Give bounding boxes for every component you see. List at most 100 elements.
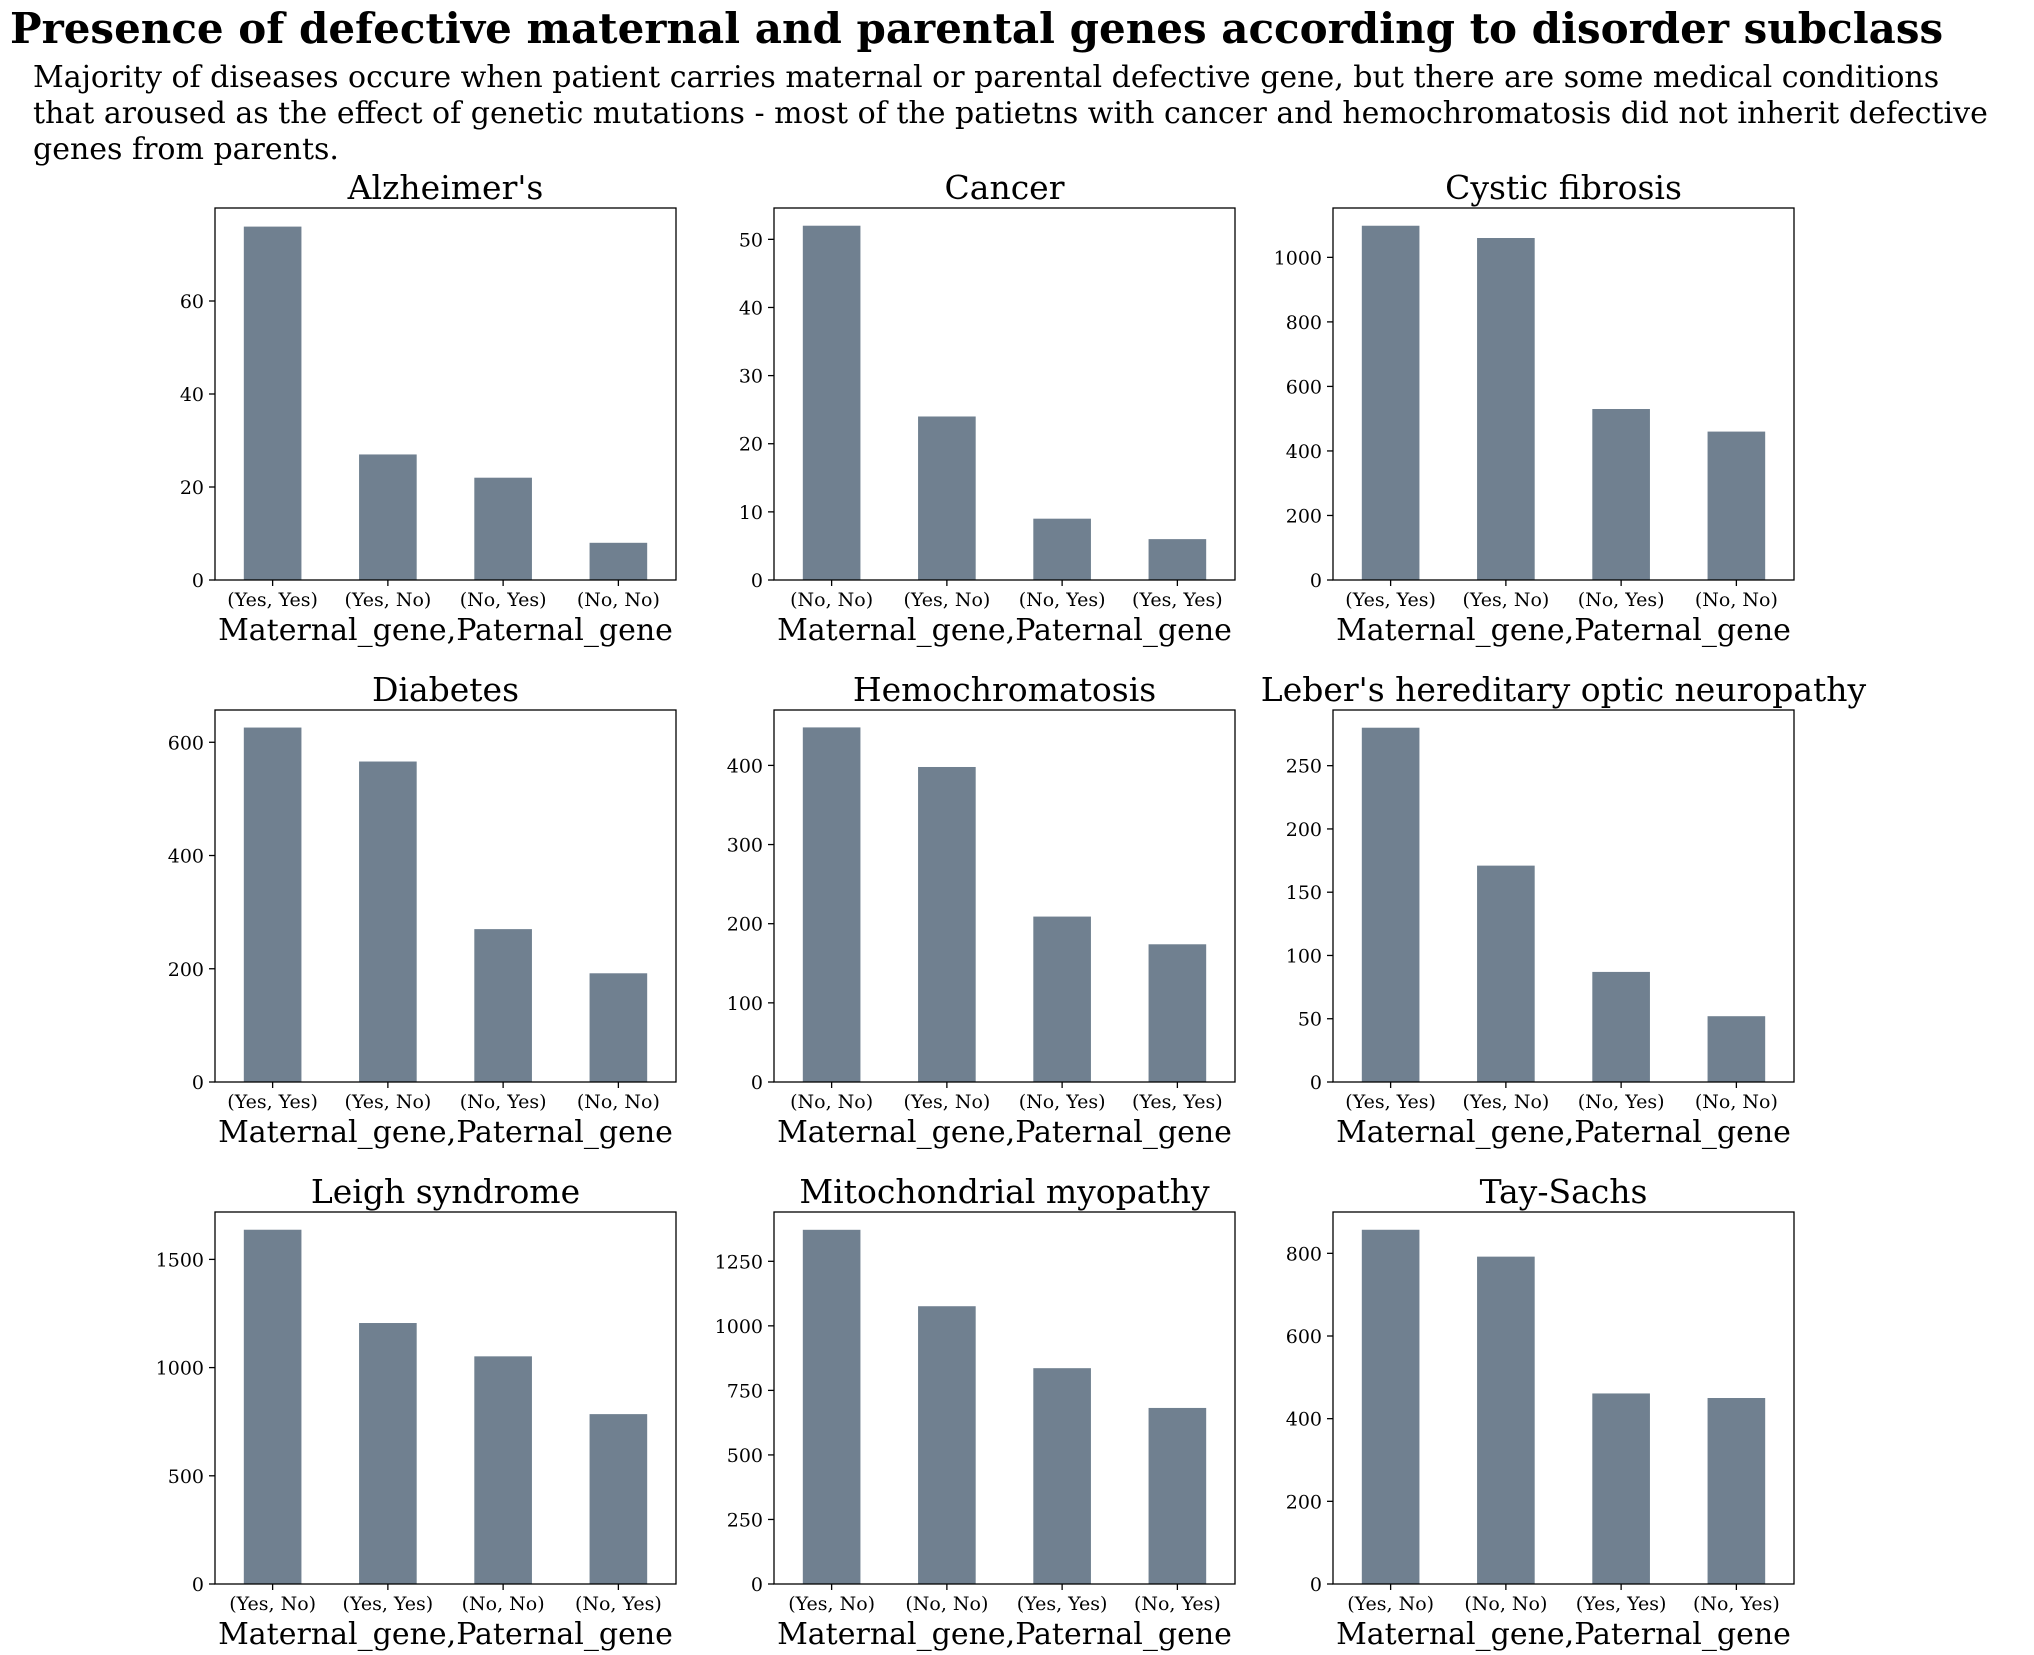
bar (359, 761, 417, 1082)
plot-frame (1332, 709, 1795, 1083)
y-tick-label: 400 (168, 846, 204, 868)
x-tick-label: (No, Yes) (1019, 589, 1106, 611)
y-tick-label: 600 (168, 732, 204, 754)
x-tick-label: (Yes, No) (1462, 589, 1549, 611)
bar (802, 727, 861, 1082)
x-tick-label: (Yes, Yes) (227, 589, 318, 611)
subplot: (Yes, No) (Yes, Yes) (No, No) (No, Yes) 0 500… (156, 1172, 677, 1652)
y-tick-label: 100 (1286, 945, 1322, 967)
plot-frame (773, 207, 1236, 581)
x-tick-label: (No, No) (462, 1593, 545, 1615)
y-tick-label: 800 (1286, 1243, 1322, 1265)
x-tick-label: (No, Yes) (1578, 1091, 1665, 1113)
subplot: (No, No) (Yes, No) (No, Yes) (Yes, Yes) 0 100… (727, 670, 1236, 1150)
x-tick-label: (No, Yes) (1134, 1593, 1221, 1615)
bar (1707, 1016, 1766, 1082)
y-tick-label: 20 (180, 477, 204, 499)
y-tick-label: 200 (1286, 819, 1322, 841)
bar (1592, 409, 1650, 580)
x-axis-label: Maternal_gene,Paternal_gene (777, 613, 1232, 648)
subtitle-line: Majority of diseases occure when patient… (33, 60, 1940, 95)
y-tick-label: 60 (180, 291, 204, 313)
x-tick-label: (No, Yes) (575, 1593, 662, 1615)
bar (589, 1414, 648, 1584)
y-tick-label: 0 (751, 1574, 763, 1596)
bar (1592, 1393, 1650, 1584)
bar (243, 1229, 302, 1584)
subplot-title: Hemochromatosis (853, 670, 1156, 709)
bar (1477, 1256, 1535, 1584)
x-axis-label: Maternal_gene,Paternal_gene (1336, 613, 1791, 648)
bar (1477, 865, 1535, 1082)
y-tick-label: 250 (727, 1509, 763, 1531)
bar (918, 416, 976, 580)
x-tick-label: (No, No) (1464, 1593, 1547, 1615)
y-tick-label: 300 (727, 835, 763, 857)
y-tick-label: 0 (1310, 570, 1322, 592)
y-tick-label: 40 (739, 297, 763, 319)
bar (243, 226, 302, 580)
x-axis-label: Maternal_gene,Paternal_gene (218, 613, 673, 648)
y-tick-label: 0 (192, 570, 204, 592)
y-tick-label: 400 (1286, 1409, 1322, 1431)
bar (802, 1229, 861, 1584)
x-tick-label: (No, No) (1695, 1091, 1778, 1113)
x-tick-label: (Yes, No) (229, 1593, 316, 1615)
y-tick-label: 50 (739, 229, 763, 251)
x-tick-label: (No, No) (577, 589, 660, 611)
bar (474, 477, 532, 580)
x-tick-label: (Yes, Yes) (1576, 1593, 1667, 1615)
subplot: (Yes, No) (No, No) (Yes, Yes) (No, Yes) 0 200… (1286, 1172, 1795, 1652)
y-tick-label: 600 (1286, 1326, 1322, 1348)
bar (474, 929, 532, 1082)
y-tick-label: 200 (727, 914, 763, 936)
bar (1477, 238, 1535, 581)
bar (802, 225, 861, 580)
y-tick-label: 1000 (1274, 247, 1322, 269)
x-tick-label: (Yes, No) (344, 589, 431, 611)
x-tick-label: (No, No) (905, 1593, 988, 1615)
y-tick-label: 0 (192, 1574, 204, 1596)
y-tick-label: 1500 (156, 1249, 204, 1271)
x-tick-label: (No, No) (1695, 589, 1778, 611)
y-tick-label: 0 (192, 1072, 204, 1094)
plot-frame (214, 207, 677, 581)
y-tick-label: 50 (1298, 1009, 1322, 1031)
y-tick-label: 200 (168, 959, 204, 981)
x-tick-label: (Yes, No) (344, 1091, 431, 1113)
x-tick-label: (No, Yes) (460, 589, 547, 611)
bar (1707, 1398, 1766, 1584)
y-tick-label: 200 (1286, 505, 1322, 527)
subplot: (Yes, Yes) (Yes, No) (No, Yes) (No, No) 0 20 4… (180, 168, 677, 648)
x-axis-label: Maternal_gene,Paternal_gene (777, 1115, 1232, 1150)
x-tick-label: (Yes, No) (903, 1091, 990, 1113)
subplot-title: Diabetes (372, 670, 519, 709)
subtitle-line: genes from parents. (33, 132, 339, 167)
x-tick-label: (Yes, No) (788, 1593, 875, 1615)
bar (359, 1323, 417, 1584)
bar (243, 727, 302, 1082)
figure-title: Presence of defective maternal and paren… (10, 4, 1944, 53)
subplot: (Yes, Yes) (Yes, No) (No, Yes) (No, No) 0 50 1… (1261, 670, 1867, 1150)
x-tick-label: (No, Yes) (1019, 1091, 1106, 1113)
y-tick-label: 0 (751, 1072, 763, 1094)
bar (918, 1306, 976, 1584)
subplot: (Yes, Yes) (Yes, No) (No, Yes) (No, No) 0 200… (1274, 168, 1795, 648)
bar (918, 766, 976, 1082)
subplot: (Yes, No) (No, No) (Yes, Yes) (No, Yes) 0 250… (715, 1172, 1236, 1652)
x-tick-label: (Yes, Yes) (1017, 1593, 1108, 1615)
y-tick-label: 1000 (156, 1358, 204, 1380)
x-axis-label: Maternal_gene,Paternal_gene (1336, 1115, 1791, 1150)
x-axis-label: Maternal_gene,Paternal_gene (218, 1617, 673, 1652)
x-axis-label: Maternal_gene,Paternal_gene (1336, 1617, 1791, 1652)
plot-frame (214, 709, 677, 1083)
x-tick-label: (No, No) (790, 589, 873, 611)
bar (1361, 1229, 1420, 1584)
x-tick-label: (Yes, Yes) (1132, 589, 1223, 611)
x-axis-label: Maternal_gene,Paternal_gene (777, 1617, 1232, 1652)
y-tick-label: 150 (1286, 882, 1322, 904)
y-tick-label: 250 (1286, 756, 1322, 778)
y-tick-label: 1000 (715, 1316, 763, 1338)
x-tick-label: (No, Yes) (1578, 589, 1665, 611)
